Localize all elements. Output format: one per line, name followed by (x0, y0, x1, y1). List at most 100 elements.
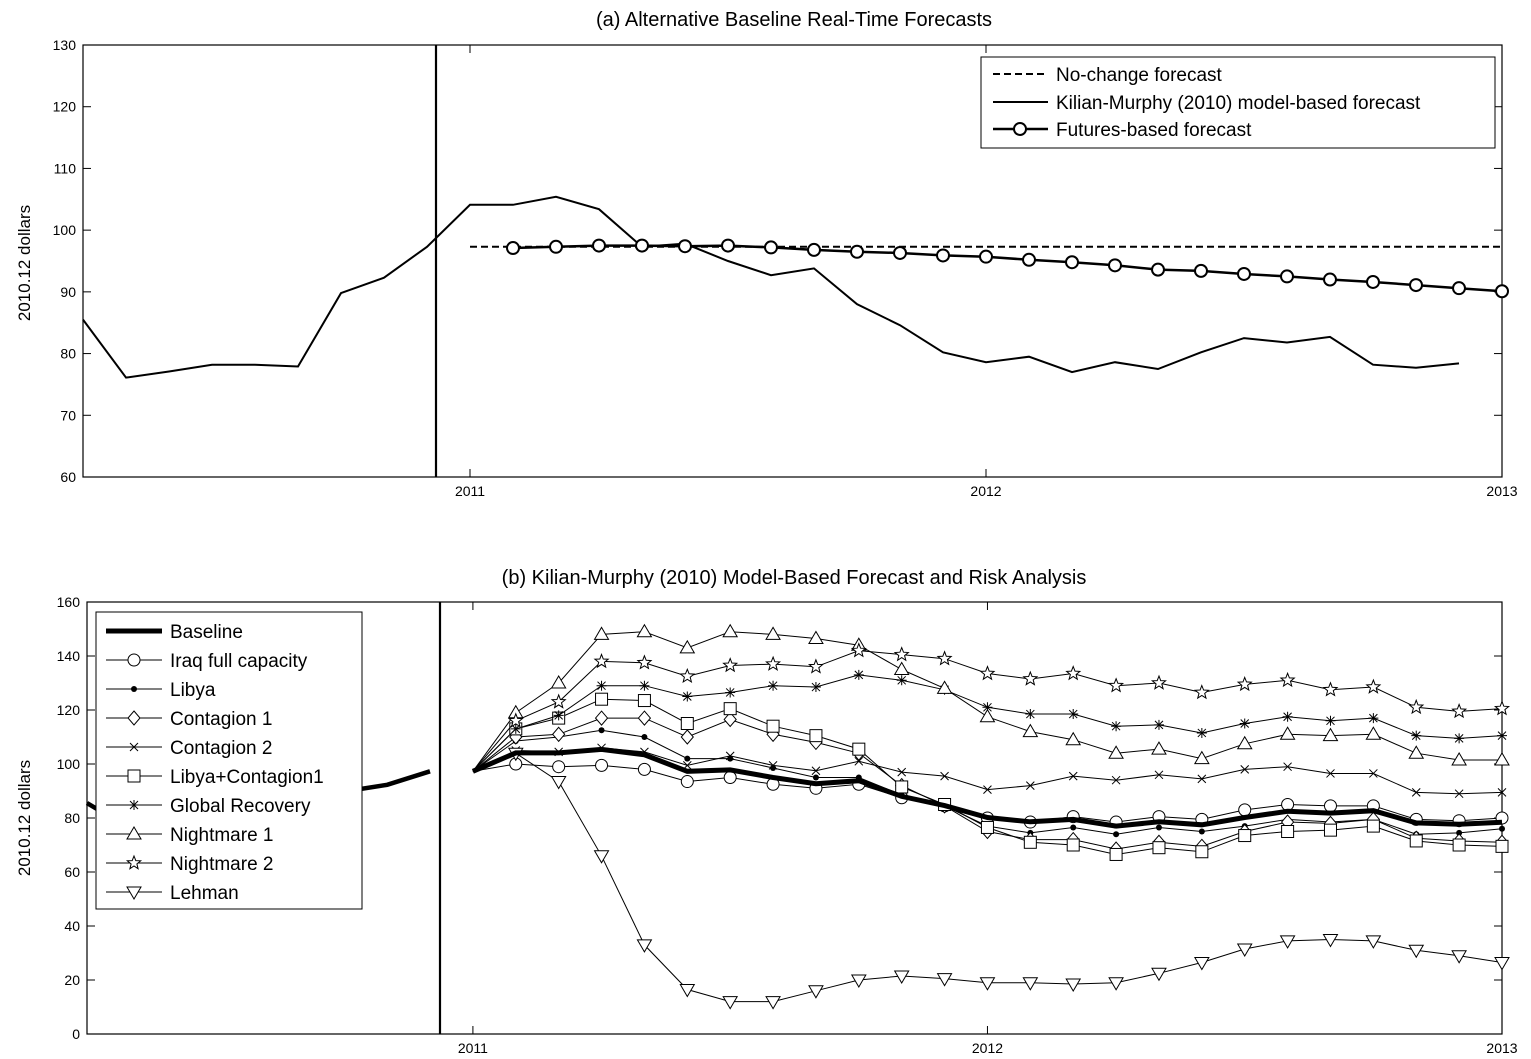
series-futures-based-forecast-point (678, 239, 692, 254)
y-tick-label: 20 (64, 972, 80, 988)
series-nightmare-2-point (1022, 670, 1039, 686)
series-futures-based-forecast-point (979, 249, 993, 264)
y-tick-label: 40 (64, 918, 80, 934)
series-nightmare-1-point (1408, 745, 1425, 759)
series-contagion-1-point (723, 711, 737, 728)
series-global-recovery-point (810, 682, 821, 693)
y-tick-label: 160 (57, 594, 81, 610)
series-global-recovery-point (768, 680, 779, 691)
series-nightmare-1-point (1022, 723, 1039, 738)
series-libya-contagion1-point (809, 729, 823, 743)
series-nightmare-2-point (593, 652, 610, 669)
series-nightmare-1-point (1151, 741, 1167, 755)
series-nightmare-1-point (679, 639, 696, 654)
series-global-recovery-point (510, 723, 521, 734)
series-global-recovery-point (1196, 727, 1207, 738)
series-contagion-2-point (983, 785, 992, 795)
series-contagion-1-point (637, 710, 652, 726)
series-contagion-2-point (1111, 775, 1121, 785)
series-futures-based-forecast-point (850, 244, 864, 259)
series-contagion-2-point (811, 766, 821, 776)
series-lehman-point (722, 996, 739, 1010)
series-global-recovery-point (1325, 715, 1336, 726)
series-global-recovery-point (853, 669, 864, 680)
series-global-recovery-point (682, 691, 693, 702)
series-nightmare-1-point (1494, 751, 1510, 766)
series-global-recovery-point (896, 675, 907, 686)
series-lehman-point (1193, 956, 1210, 971)
series-global-recovery-point (1239, 718, 1250, 729)
legend-libya-contagion1-marker-icon (127, 769, 141, 783)
series-global-recovery-point (1497, 730, 1507, 741)
legend-global-recovery-label: Global Recovery (170, 796, 311, 817)
panel-a-x-ticks: 2011 2012 2013 (455, 45, 1518, 499)
series-nightmare-2-point (636, 654, 653, 670)
series-lehman-point (936, 973, 953, 987)
y-tick-label: 140 (57, 648, 81, 664)
x-tick-label: 2012 (972, 1040, 1003, 1056)
series-contagion-2-point (854, 756, 864, 766)
series-futures-based-forecast-point (1237, 266, 1251, 281)
series-lehman-point (1365, 935, 1382, 949)
x-tick-label: 2011 (458, 1040, 488, 1056)
series-iraq-full-capacity-point (680, 775, 694, 789)
series-nightmare-2-point (1365, 678, 1382, 694)
panel-a-title: (a) Alternative Baseline Real-Time Forec… (596, 9, 992, 31)
legend-libya-contagion1-label: Libya+Contagion1 (170, 767, 324, 788)
series-nightmare-1-point (893, 661, 910, 675)
series-nightmare-2-point (722, 657, 739, 673)
series-libya-contagion1-point (680, 717, 694, 730)
series-libya-contagion1-point (895, 780, 909, 794)
series-iraq-full-capacity-point (723, 771, 737, 784)
series-nightmare-1-point (936, 680, 953, 694)
series-contagion-2-point (897, 767, 907, 777)
series-global-recovery-point (1025, 709, 1036, 720)
y-tick-label: 70 (60, 407, 76, 423)
series-lehman-point (1279, 935, 1296, 949)
series-nightmare-2-point (1408, 698, 1425, 715)
legend-lehman-label: Lehman (170, 883, 239, 904)
series-lehman-point (1451, 950, 1467, 964)
series-contagion-2-point (1454, 789, 1464, 799)
series-contagion-2-point (1283, 762, 1292, 772)
legend-nightmare-1-marker-icon (126, 826, 142, 840)
y-tick-label: 60 (64, 864, 80, 880)
series-lehman-point (1322, 934, 1339, 948)
y-tick-label: 100 (57, 756, 81, 772)
series-nightmare-2-point (1236, 676, 1253, 692)
series-global-recovery-point (1068, 709, 1079, 720)
y-tick-label: 120 (53, 99, 77, 115)
series-nightmare-1-point (1451, 751, 1467, 766)
legend-nightmare-1-label: Nightmare 1 (170, 825, 274, 846)
series-lehman-point (765, 996, 781, 1010)
series-contagion-2-point (940, 771, 949, 781)
series-libya-contagion1-point (1323, 823, 1337, 837)
series-futures-based-forecast-point (893, 245, 907, 260)
series-lehman-point (550, 776, 567, 790)
series-lehman-point (1108, 977, 1124, 991)
y-tick-label: 130 (53, 37, 77, 53)
series-global-recovery-point (982, 702, 993, 713)
series-global-recovery-line (472, 674, 1503, 772)
series-libya-contagion1-point (852, 742, 866, 756)
series-iraq-full-capacity-point (1238, 803, 1252, 817)
series-futures-based-forecast-point (549, 239, 563, 254)
series-global-recovery-point (1111, 721, 1122, 732)
legend-nightmare-2-label: Nightmare 2 (170, 854, 274, 875)
series-libya-point (1456, 829, 1463, 836)
series-baseline-line (471, 746, 1503, 829)
series-futures-based-forecast-point (936, 248, 950, 263)
series-global-recovery-point (1454, 733, 1465, 744)
panel-b-x-ticks: 2011 2012 2013 (458, 602, 1518, 1056)
legend-kilian-murphy-label: Kilian-Murphy (2010) model-based forecas… (1056, 93, 1421, 114)
panel-b-legend: Baseline Iraq full capacity Libya Contagion… (95, 611, 363, 910)
panel-a: (a) Alternative Baseline Real-Time Forec… (15, 9, 1518, 499)
series-contagion-1-point (552, 726, 566, 743)
series-libya-point (1198, 828, 1205, 835)
series-contagion-2-point (1411, 787, 1421, 797)
x-tick-label: 2013 (1486, 483, 1517, 499)
series-futures-based-forecast-point (1409, 278, 1423, 293)
series-iraq-full-capacity-point (552, 760, 566, 774)
series-libya-point (1070, 824, 1077, 831)
